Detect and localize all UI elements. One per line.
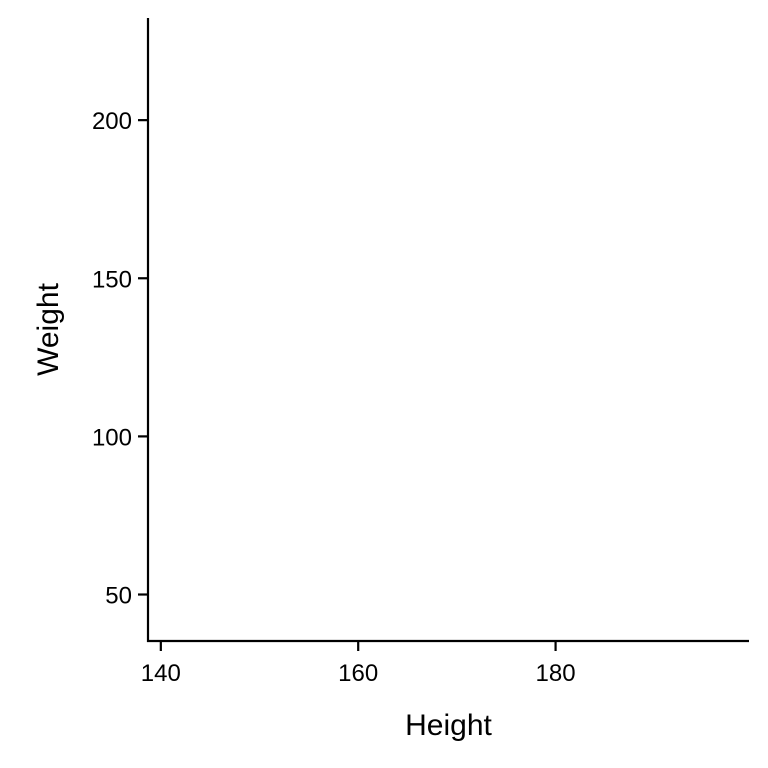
x-tick-label: 180 [536,660,576,687]
y-axis-ticks: 50 100 150 200 [92,108,148,610]
x-axis-ticks: 140 160 180 [141,641,576,687]
x-tick-label: 160 [338,660,378,687]
y-tick-label: 150 [92,266,132,293]
y-tick-label: 200 [92,108,132,135]
y-axis-title: Weight [32,282,65,375]
x-tick-label: 140 [141,660,181,687]
y-tick-label: 100 [92,424,132,451]
y-tick-label: 50 [105,583,132,610]
x-axis-title: Height [405,709,492,742]
